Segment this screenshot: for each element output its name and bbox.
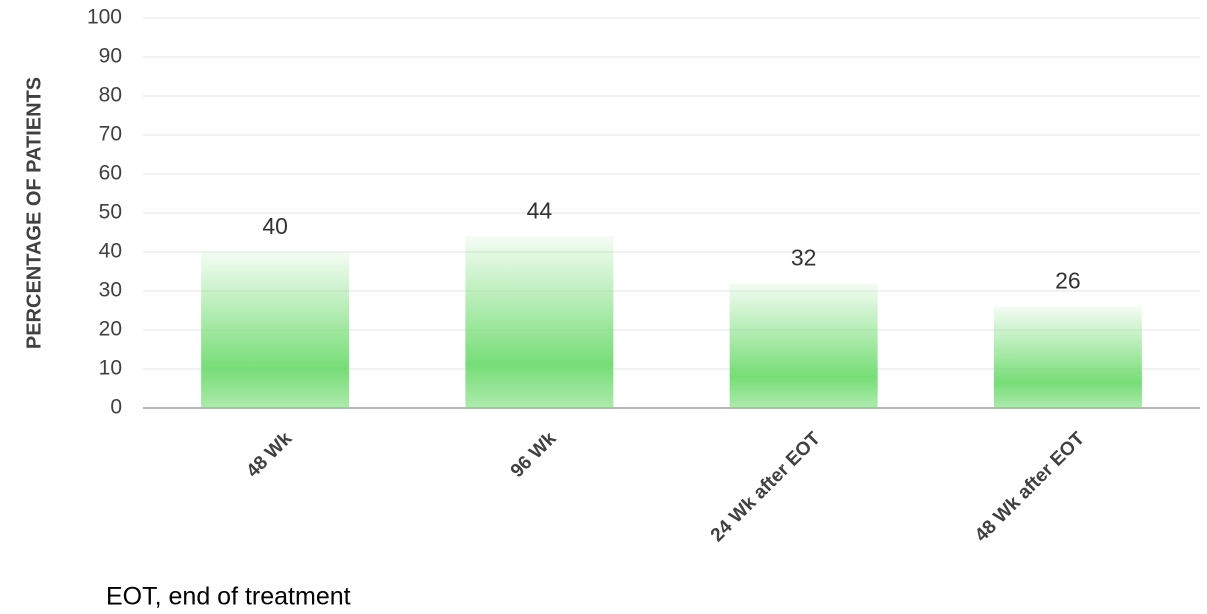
y-tick-label: 20: [99, 318, 122, 341]
y-tick-label: 10: [99, 357, 122, 380]
data-label: 44: [527, 197, 553, 223]
y-tick-label: 70: [99, 123, 122, 146]
y-tick-label: 50: [99, 201, 122, 224]
x-tick-label: 48 Wk: [243, 428, 297, 482]
x-tick-label: 96 Wk: [507, 428, 561, 482]
bar: [201, 252, 350, 408]
y-tick-label: 0: [110, 396, 122, 419]
x-tick-label: 48 Wk after EOT: [971, 428, 1089, 546]
y-tick-label: 60: [99, 162, 122, 185]
data-label: 40: [262, 213, 288, 239]
y-tick-label: 90: [99, 45, 122, 68]
data-label: 26: [1055, 268, 1081, 294]
data-label: 32: [791, 244, 817, 270]
bar: [993, 306, 1142, 408]
y-tick-label: 80: [99, 84, 122, 107]
y-tick-label: 100: [87, 6, 122, 29]
y-axis-title: PERCENTAGE OF PATIENTS: [23, 77, 45, 349]
y-tick-label: 30: [99, 279, 122, 302]
footnote: EOT, end of treatment: [106, 583, 351, 611]
bar: [729, 283, 878, 408]
x-tick-label: 24 Wk after EOT: [707, 428, 825, 546]
bar: [465, 236, 614, 408]
y-tick-label: 40: [99, 240, 122, 263]
